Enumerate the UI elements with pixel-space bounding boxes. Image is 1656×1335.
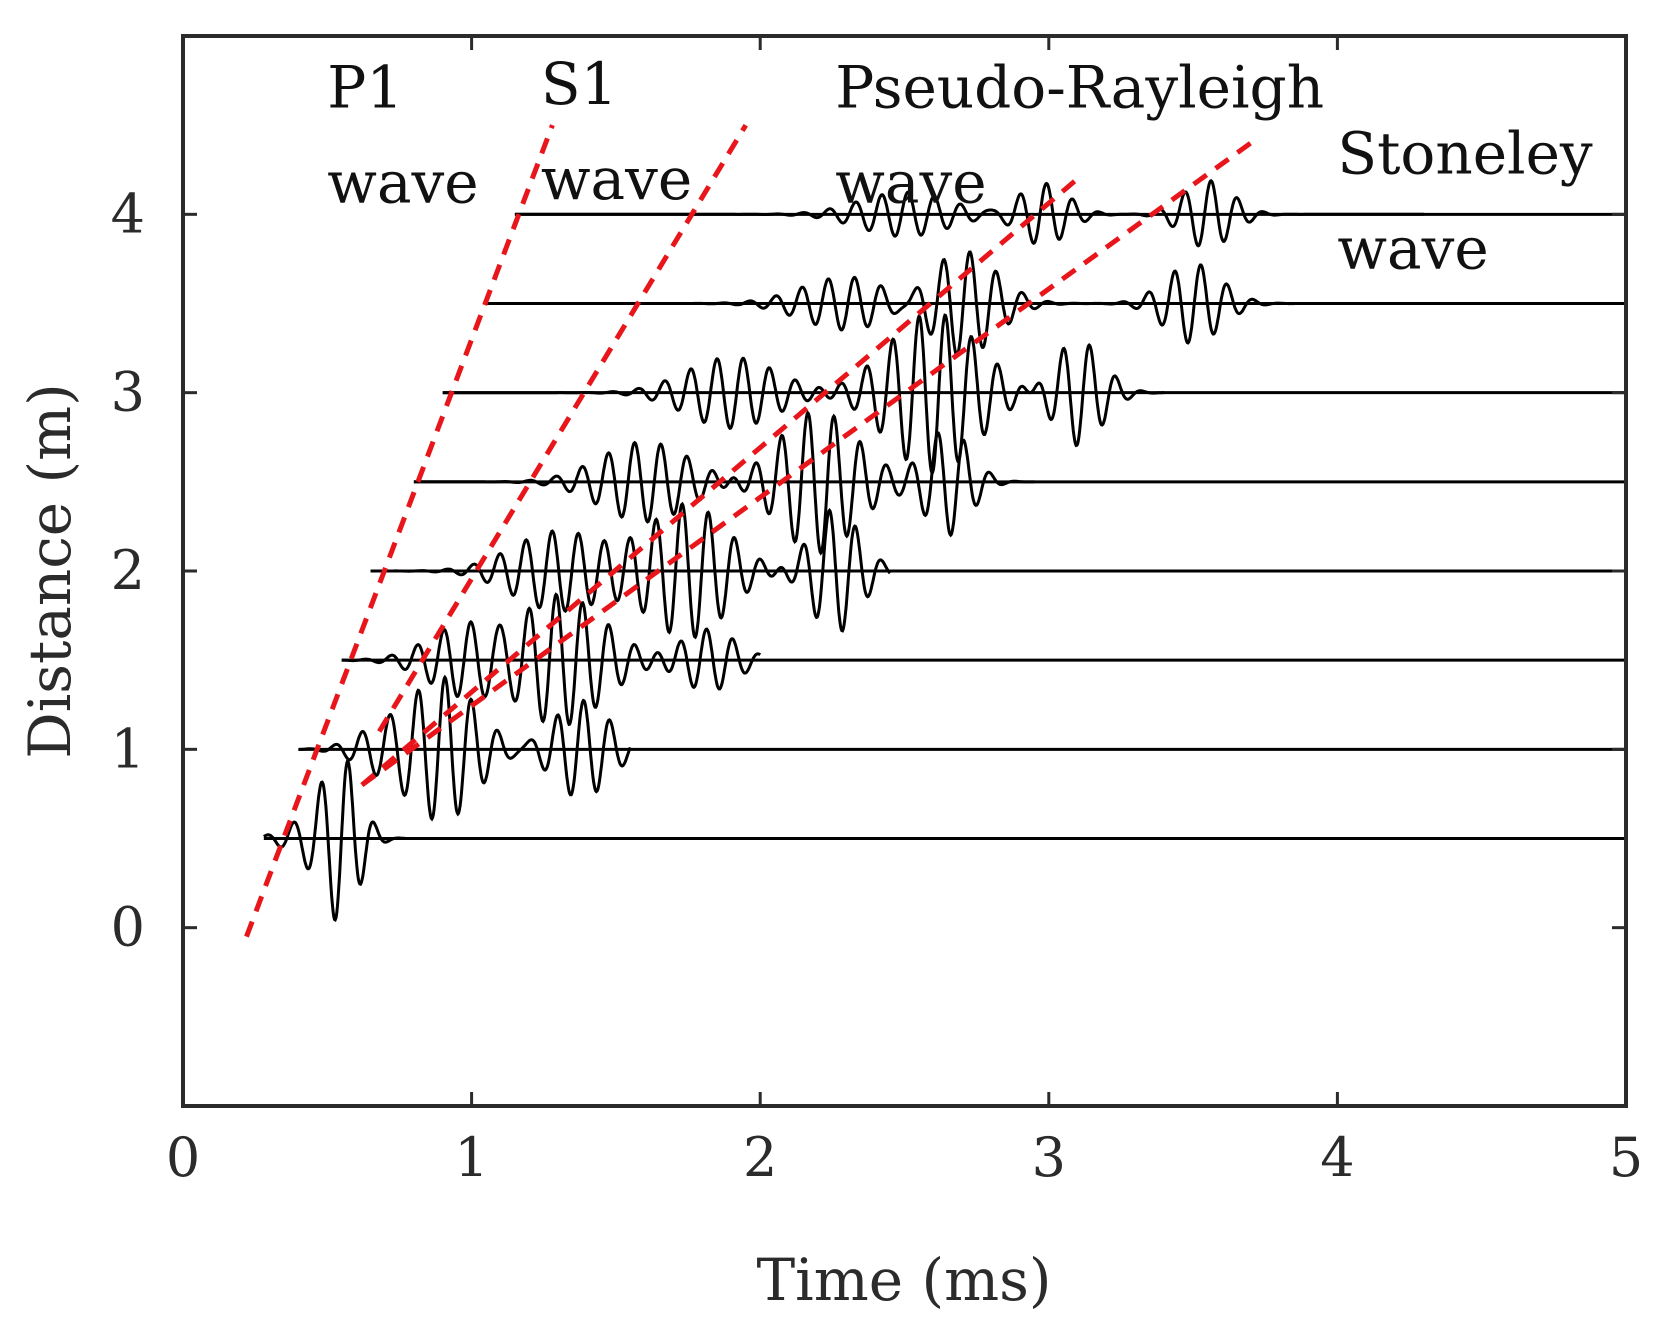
waveforms-layer — [263, 179, 1424, 923]
waveform-trace-7 — [514, 179, 1424, 248]
x-axis-label: Time (ms) — [756, 1246, 1051, 1314]
annotation-stoneley-line-1: wave — [1337, 214, 1488, 282]
waveform-trace-5 — [442, 313, 1165, 475]
y-tick-label-0: 0 — [111, 896, 145, 959]
waveform-trace-0 — [263, 758, 478, 923]
annotation-s1-line-1: wave — [541, 145, 692, 213]
moveout-line-pseudo-rayleigh-wave — [360, 176, 1080, 787]
annotation-stoneley-line-0: Stoneley — [1337, 119, 1593, 187]
x-tick-label-1: 1 — [454, 1126, 488, 1189]
waveform-trace-3 — [370, 501, 892, 640]
y-tick-label-3: 3 — [111, 361, 145, 424]
baselines-layer — [263, 212, 1626, 840]
ticks-layer: 0 1 2 3 4 5 0 1 2 3 4 — [111, 36, 1643, 1189]
annotation-p1-line-0: P1 — [327, 53, 403, 121]
annotation-layer: P1 wave S1 wave Pseudo-Rayleigh wave Stoneley w… — [327, 50, 1593, 283]
waveform-trace-6 — [486, 250, 1295, 357]
x-tick-label-4: 4 — [1320, 1126, 1354, 1189]
waveform-trace-4 — [413, 410, 1035, 556]
annotation-s1-line-0: S1 — [541, 50, 618, 118]
annotation-pseudo-rayleigh-line-1: wave — [835, 148, 986, 216]
x-tick-label-5: 5 — [1609, 1126, 1643, 1189]
y-tick-label-1: 1 — [111, 717, 145, 780]
x-tick-label-3: 3 — [1032, 1126, 1066, 1189]
x-tick-label-2: 2 — [743, 1126, 777, 1189]
moveout-line-p1-wave — [244, 124, 555, 938]
moveout-line-s1-wave — [377, 123, 748, 733]
moveout-layer — [244, 123, 1253, 938]
y-axis-label: Distance (m) — [16, 383, 84, 759]
y-tick-label-4: 4 — [111, 182, 145, 245]
waveform-trace-1 — [298, 674, 632, 822]
annotation-p1-line-1: wave — [327, 148, 478, 216]
x-tick-label-0: 0 — [166, 1126, 200, 1189]
moveout-line-stoneley-wave — [360, 140, 1253, 788]
y-tick-label-2: 2 — [111, 539, 145, 602]
waveform-trace-2 — [341, 592, 762, 727]
annotation-pseudo-rayleigh-line-0: Pseudo-Rayleigh — [835, 53, 1324, 121]
